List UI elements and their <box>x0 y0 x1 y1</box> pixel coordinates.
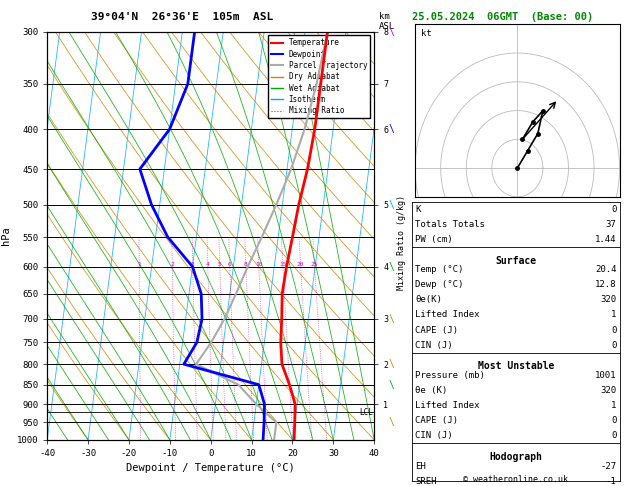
Text: ASL: ASL <box>379 22 396 31</box>
Text: 1: 1 <box>611 401 616 410</box>
Text: CIN (J): CIN (J) <box>415 431 453 440</box>
Text: Temp (°C): Temp (°C) <box>415 265 464 274</box>
Text: 2: 2 <box>170 261 174 267</box>
Text: kt: kt <box>421 30 432 38</box>
Text: CAPE (J): CAPE (J) <box>415 416 458 425</box>
Text: \: \ <box>389 314 395 324</box>
Text: \: \ <box>389 380 395 390</box>
Text: Surface: Surface <box>495 256 537 266</box>
Text: Hodograph: Hodograph <box>489 452 542 462</box>
Text: 10: 10 <box>255 261 262 267</box>
Text: 3: 3 <box>191 261 194 267</box>
Text: Totals Totals: Totals Totals <box>415 220 485 229</box>
Text: 12.8: 12.8 <box>595 280 616 289</box>
Text: km: km <box>379 12 390 21</box>
Text: 25.05.2024  06GMT  (Base: 00): 25.05.2024 06GMT (Base: 00) <box>412 12 593 22</box>
X-axis label: Dewpoint / Temperature (°C): Dewpoint / Temperature (°C) <box>126 464 295 473</box>
Text: Most Unstable: Most Unstable <box>477 361 554 371</box>
Y-axis label: hPa: hPa <box>1 226 11 245</box>
Text: 1: 1 <box>611 311 616 319</box>
Text: Dewp (°C): Dewp (°C) <box>415 280 464 289</box>
Text: 39°04'N  26°36'E  105m  ASL: 39°04'N 26°36'E 105m ASL <box>91 12 274 22</box>
Text: K: K <box>415 205 421 214</box>
Text: 4: 4 <box>206 261 209 267</box>
Text: 0: 0 <box>611 431 616 440</box>
Text: \: \ <box>389 359 395 369</box>
Text: 20.4: 20.4 <box>595 265 616 274</box>
Text: 5: 5 <box>218 261 221 267</box>
Text: SREH: SREH <box>415 477 437 486</box>
Text: 0: 0 <box>611 416 616 425</box>
Legend: Temperature, Dewpoint, Parcel Trajectory, Dry Adiabat, Wet Adiabat, Isotherm, Mi: Temperature, Dewpoint, Parcel Trajectory… <box>268 35 370 118</box>
Text: \: \ <box>389 124 395 134</box>
Text: 1001: 1001 <box>595 371 616 380</box>
Text: 25: 25 <box>311 261 318 267</box>
Text: 0: 0 <box>611 326 616 334</box>
Text: Pressure (mb): Pressure (mb) <box>415 371 485 380</box>
Text: Lifted Index: Lifted Index <box>415 401 480 410</box>
Text: 37: 37 <box>606 220 616 229</box>
Text: LCL: LCL <box>359 408 373 417</box>
Text: 15: 15 <box>279 261 287 267</box>
Text: 1: 1 <box>137 261 141 267</box>
Text: Mixing Ratio (g/kg): Mixing Ratio (g/kg) <box>397 195 406 291</box>
Text: EH: EH <box>415 462 426 470</box>
Text: θe(K): θe(K) <box>415 295 442 304</box>
Text: 320: 320 <box>600 295 616 304</box>
Text: 6: 6 <box>228 261 231 267</box>
Text: 0: 0 <box>611 205 616 214</box>
Text: 1.44: 1.44 <box>595 235 616 244</box>
Text: \: \ <box>389 27 395 36</box>
Text: 8: 8 <box>244 261 248 267</box>
Text: © weatheronline.co.uk: © weatheronline.co.uk <box>464 474 568 484</box>
Text: 20: 20 <box>297 261 304 267</box>
Text: 0: 0 <box>611 341 616 350</box>
Text: -1: -1 <box>606 477 616 486</box>
Text: \: \ <box>389 261 395 272</box>
Text: θe (K): θe (K) <box>415 386 447 395</box>
Text: -27: -27 <box>600 462 616 470</box>
Text: 320: 320 <box>600 386 616 395</box>
Text: CIN (J): CIN (J) <box>415 341 453 350</box>
Text: Lifted Index: Lifted Index <box>415 311 480 319</box>
Text: \: \ <box>389 200 395 210</box>
Text: PW (cm): PW (cm) <box>415 235 453 244</box>
Text: \: \ <box>389 417 395 428</box>
Text: CAPE (J): CAPE (J) <box>415 326 458 334</box>
